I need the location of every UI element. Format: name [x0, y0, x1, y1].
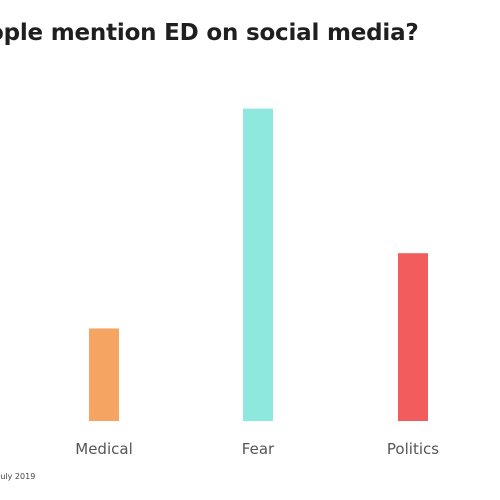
- category-label-fear: Fear: [242, 440, 275, 458]
- bar-medical: [89, 328, 119, 421]
- category-label-politics: Politics: [387, 440, 439, 458]
- bar-politics: [398, 253, 428, 421]
- source-footnote: July 2019: [0, 472, 36, 481]
- bar-fear: [243, 108, 273, 422]
- chart-title: ople mention ED on social media?: [0, 20, 419, 46]
- category-label-medical: Medical: [75, 440, 132, 458]
